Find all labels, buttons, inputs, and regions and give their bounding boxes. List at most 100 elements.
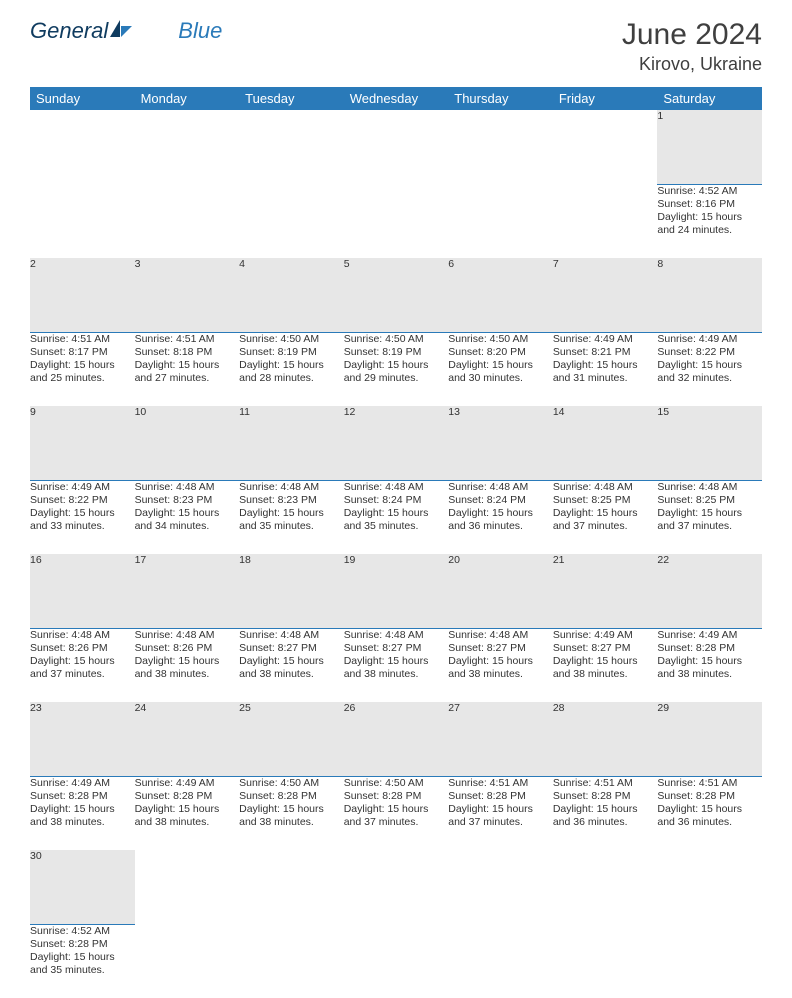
day-number: 6: [448, 258, 553, 332]
day-number: [344, 110, 449, 184]
day-number: 16: [30, 554, 135, 628]
day-cell: Sunrise: 4:48 AM Sunset: 8:25 PM Dayligh…: [657, 480, 762, 554]
weekday-header: Friday: [553, 87, 658, 110]
logo-text-2: Blue: [178, 18, 222, 44]
day-number: 11: [239, 406, 344, 480]
weekday-header: Sunday: [30, 87, 135, 110]
day-number: 17: [135, 554, 240, 628]
day-cell: Sunrise: 4:50 AM Sunset: 8:28 PM Dayligh…: [344, 776, 449, 850]
logo-text-1: General: [30, 18, 108, 44]
day-cell: [448, 924, 553, 998]
day-cell: [657, 924, 762, 998]
day-cell: Sunrise: 4:48 AM Sunset: 8:24 PM Dayligh…: [344, 480, 449, 554]
day-number: 20: [448, 554, 553, 628]
day-number: 7: [553, 258, 658, 332]
day-cell: [344, 924, 449, 998]
weekday-header: Tuesday: [239, 87, 344, 110]
day-cell: Sunrise: 4:48 AM Sunset: 8:26 PM Dayligh…: [30, 628, 135, 702]
day-number: 3: [135, 258, 240, 332]
day-number: 5: [344, 258, 449, 332]
day-cell: Sunrise: 4:48 AM Sunset: 8:24 PM Dayligh…: [448, 480, 553, 554]
logo-sail-icon: [110, 18, 132, 44]
day-number: 14: [553, 406, 658, 480]
day-cell: [448, 184, 553, 258]
day-number-row: 16171819202122: [30, 554, 762, 628]
day-number: [239, 850, 344, 924]
day-cell: Sunrise: 4:49 AM Sunset: 8:22 PM Dayligh…: [657, 332, 762, 406]
weekday-header: Thursday: [448, 87, 553, 110]
location: Kirovo, Ukraine: [622, 54, 762, 75]
day-number: 29: [657, 702, 762, 776]
day-cell: Sunrise: 4:52 AM Sunset: 8:28 PM Dayligh…: [30, 924, 135, 998]
day-number: 9: [30, 406, 135, 480]
day-content-row: Sunrise: 4:49 AM Sunset: 8:28 PM Dayligh…: [30, 776, 762, 850]
day-number: 23: [30, 702, 135, 776]
day-cell: Sunrise: 4:49 AM Sunset: 8:22 PM Dayligh…: [30, 480, 135, 554]
day-number: 4: [239, 258, 344, 332]
day-number: [135, 850, 240, 924]
day-number: 19: [344, 554, 449, 628]
day-number: 2: [30, 258, 135, 332]
day-cell: Sunrise: 4:50 AM Sunset: 8:20 PM Dayligh…: [448, 332, 553, 406]
day-number: 15: [657, 406, 762, 480]
day-number-row: 2345678: [30, 258, 762, 332]
day-cell: [344, 184, 449, 258]
day-content-row: Sunrise: 4:52 AM Sunset: 8:16 PM Dayligh…: [30, 184, 762, 258]
day-number: 26: [344, 702, 449, 776]
day-number: 10: [135, 406, 240, 480]
day-content-row: Sunrise: 4:52 AM Sunset: 8:28 PM Dayligh…: [30, 924, 762, 998]
day-number-row: 9101112131415: [30, 406, 762, 480]
day-cell: Sunrise: 4:48 AM Sunset: 8:23 PM Dayligh…: [135, 480, 240, 554]
day-number: 8: [657, 258, 762, 332]
day-cell: Sunrise: 4:48 AM Sunset: 8:27 PM Dayligh…: [239, 628, 344, 702]
day-number-row: 1: [30, 110, 762, 184]
day-number: 30: [30, 850, 135, 924]
day-number: 13: [448, 406, 553, 480]
day-number: [239, 110, 344, 184]
day-number: 24: [135, 702, 240, 776]
day-cell: Sunrise: 4:49 AM Sunset: 8:21 PM Dayligh…: [553, 332, 658, 406]
day-content-row: Sunrise: 4:49 AM Sunset: 8:22 PM Dayligh…: [30, 480, 762, 554]
day-cell: Sunrise: 4:49 AM Sunset: 8:28 PM Dayligh…: [657, 628, 762, 702]
title-block: June 2024 Kirovo, Ukraine: [622, 18, 762, 75]
day-cell: [553, 184, 658, 258]
day-number: 21: [553, 554, 658, 628]
weekday-header: Wednesday: [344, 87, 449, 110]
calendar-table: Sunday Monday Tuesday Wednesday Thursday…: [30, 87, 762, 998]
day-cell: Sunrise: 4:51 AM Sunset: 8:28 PM Dayligh…: [657, 776, 762, 850]
day-number: [657, 850, 762, 924]
day-number-row: 30: [30, 850, 762, 924]
day-cell: Sunrise: 4:50 AM Sunset: 8:19 PM Dayligh…: [239, 332, 344, 406]
day-cell: [135, 924, 240, 998]
day-cell: Sunrise: 4:48 AM Sunset: 8:23 PM Dayligh…: [239, 480, 344, 554]
day-cell: Sunrise: 4:50 AM Sunset: 8:19 PM Dayligh…: [344, 332, 449, 406]
day-number: 1: [657, 110, 762, 184]
logo: General Blue: [30, 18, 222, 44]
day-number-row: 23242526272829: [30, 702, 762, 776]
day-cell: Sunrise: 4:48 AM Sunset: 8:27 PM Dayligh…: [344, 628, 449, 702]
day-cell: [239, 924, 344, 998]
day-cell: Sunrise: 4:49 AM Sunset: 8:28 PM Dayligh…: [30, 776, 135, 850]
day-number: [553, 110, 658, 184]
day-cell: Sunrise: 4:50 AM Sunset: 8:28 PM Dayligh…: [239, 776, 344, 850]
day-number: [30, 110, 135, 184]
day-content-row: Sunrise: 4:51 AM Sunset: 8:17 PM Dayligh…: [30, 332, 762, 406]
page-header: General Blue June 2024 Kirovo, Ukraine: [30, 18, 762, 75]
day-number: 28: [553, 702, 658, 776]
day-cell: Sunrise: 4:49 AM Sunset: 8:28 PM Dayligh…: [135, 776, 240, 850]
weekday-header: Monday: [135, 87, 240, 110]
day-cell: [30, 184, 135, 258]
day-number: [448, 110, 553, 184]
day-number: 22: [657, 554, 762, 628]
day-number: [135, 110, 240, 184]
day-number: 25: [239, 702, 344, 776]
day-cell: Sunrise: 4:52 AM Sunset: 8:16 PM Dayligh…: [657, 184, 762, 258]
day-number: [448, 850, 553, 924]
day-cell: Sunrise: 4:51 AM Sunset: 8:28 PM Dayligh…: [553, 776, 658, 850]
day-number: 12: [344, 406, 449, 480]
day-number: [553, 850, 658, 924]
day-number: 18: [239, 554, 344, 628]
day-cell: Sunrise: 4:51 AM Sunset: 8:17 PM Dayligh…: [30, 332, 135, 406]
day-cell: [553, 924, 658, 998]
day-cell: Sunrise: 4:49 AM Sunset: 8:27 PM Dayligh…: [553, 628, 658, 702]
